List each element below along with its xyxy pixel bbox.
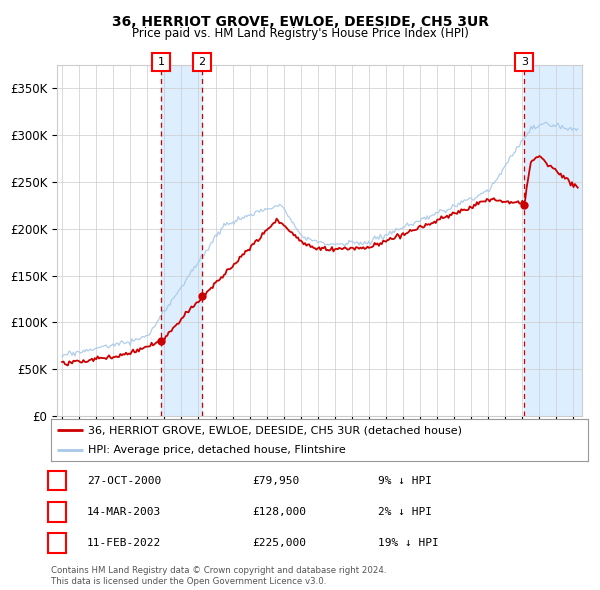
Text: 11-FEB-2022: 11-FEB-2022 (87, 538, 161, 548)
Text: £128,000: £128,000 (252, 507, 306, 517)
Text: 19% ↓ HPI: 19% ↓ HPI (378, 538, 439, 548)
Text: 27-OCT-2000: 27-OCT-2000 (87, 476, 161, 486)
Bar (161, 65, 202, 416)
Text: 1: 1 (53, 476, 61, 486)
Text: Price paid vs. HM Land Registry's House Price Index (HPI): Price paid vs. HM Land Registry's House … (131, 27, 469, 40)
Text: This data is licensed under the Open Government Licence v3.0.: This data is licensed under the Open Gov… (51, 577, 326, 586)
Text: 2% ↓ HPI: 2% ↓ HPI (378, 507, 432, 517)
Text: 36, HERRIOT GROVE, EWLOE, DEESIDE, CH5 3UR (detached house): 36, HERRIOT GROVE, EWLOE, DEESIDE, CH5 3… (88, 425, 461, 435)
Text: 3: 3 (53, 538, 61, 548)
Bar (524, 65, 582, 416)
Text: 14-MAR-2003: 14-MAR-2003 (87, 507, 161, 517)
Text: 9% ↓ HPI: 9% ↓ HPI (378, 476, 432, 486)
Text: 36, HERRIOT GROVE, EWLOE, DEESIDE, CH5 3UR: 36, HERRIOT GROVE, EWLOE, DEESIDE, CH5 3… (112, 15, 488, 29)
Text: 1: 1 (158, 57, 165, 67)
Text: £79,950: £79,950 (252, 476, 299, 486)
Text: 2: 2 (53, 507, 61, 517)
Text: 3: 3 (521, 57, 528, 67)
Text: HPI: Average price, detached house, Flintshire: HPI: Average price, detached house, Flin… (88, 445, 345, 455)
Text: 2: 2 (199, 57, 206, 67)
Text: Contains HM Land Registry data © Crown copyright and database right 2024.: Contains HM Land Registry data © Crown c… (51, 566, 386, 575)
Text: £225,000: £225,000 (252, 538, 306, 548)
